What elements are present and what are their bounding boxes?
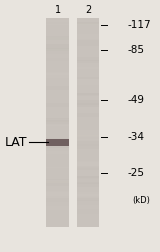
Bar <box>77 100 99 105</box>
Bar <box>46 192 69 196</box>
Text: -117: -117 <box>128 20 152 30</box>
Bar <box>46 48 69 54</box>
Bar <box>46 103 69 107</box>
Bar <box>46 143 69 147</box>
Bar <box>77 176 99 179</box>
Bar <box>46 100 69 102</box>
Bar <box>77 93 99 96</box>
Bar <box>77 176 99 178</box>
Bar <box>46 24 69 25</box>
Text: LAT: LAT <box>5 136 27 149</box>
Bar <box>46 206 69 210</box>
Bar <box>46 142 69 148</box>
Bar <box>77 163 99 168</box>
Bar <box>77 143 99 149</box>
Bar <box>46 18 69 227</box>
Bar <box>77 18 99 227</box>
Bar <box>77 24 99 25</box>
Bar <box>77 166 99 170</box>
Bar <box>46 36 69 40</box>
Bar <box>77 44 99 46</box>
Bar <box>77 113 99 117</box>
Bar <box>77 130 99 136</box>
Bar <box>77 198 99 201</box>
Bar <box>77 209 99 214</box>
Bar <box>46 50 69 54</box>
Bar <box>46 118 69 122</box>
Bar <box>77 56 99 60</box>
Bar <box>77 58 99 59</box>
Bar <box>46 167 69 168</box>
Bar <box>46 121 69 126</box>
Bar <box>46 194 69 198</box>
Bar <box>77 200 99 205</box>
Bar <box>77 100 99 106</box>
Bar <box>46 191 69 194</box>
Bar <box>46 37 69 43</box>
Bar <box>77 57 99 61</box>
Bar <box>77 144 99 146</box>
Bar <box>46 180 69 181</box>
Bar <box>46 142 69 148</box>
Bar <box>46 77 69 83</box>
Bar <box>46 48 69 51</box>
Bar <box>46 57 69 60</box>
Bar <box>77 194 99 197</box>
Bar <box>77 93 99 95</box>
Bar <box>77 135 99 137</box>
Bar <box>46 72 69 78</box>
Bar <box>46 179 69 181</box>
Bar <box>77 85 99 88</box>
Bar <box>46 86 69 90</box>
Bar <box>46 202 69 206</box>
Text: (kD): (kD) <box>132 196 150 205</box>
Bar <box>77 178 99 183</box>
Text: -25: -25 <box>128 168 145 178</box>
Bar <box>77 179 99 184</box>
Bar <box>46 48 69 51</box>
Bar <box>46 151 69 154</box>
Bar <box>46 119 69 125</box>
Bar <box>77 79 99 85</box>
Bar <box>77 139 99 140</box>
Bar <box>46 181 69 186</box>
Bar <box>46 120 69 124</box>
Text: 1: 1 <box>55 5 61 15</box>
Text: -85: -85 <box>128 45 145 55</box>
Bar <box>46 20 69 22</box>
Bar <box>46 120 69 125</box>
Bar <box>77 192 99 196</box>
Bar <box>77 141 99 143</box>
Bar <box>77 40 99 46</box>
Bar <box>77 67 99 69</box>
Bar <box>46 138 69 142</box>
Bar <box>77 23 99 27</box>
Bar <box>46 57 69 60</box>
Bar <box>46 44 69 49</box>
Bar <box>46 95 69 98</box>
Bar <box>77 109 99 113</box>
Bar <box>77 60 99 63</box>
Bar <box>77 34 99 39</box>
Bar <box>46 120 69 124</box>
Bar <box>77 161 99 167</box>
Bar <box>46 198 69 202</box>
Bar <box>77 77 99 79</box>
Bar <box>77 182 99 187</box>
Bar <box>46 180 69 183</box>
Bar <box>46 73 69 75</box>
Text: 2: 2 <box>85 5 91 15</box>
Text: -34: -34 <box>128 132 145 142</box>
Bar <box>77 103 99 107</box>
Bar <box>46 139 69 145</box>
Text: -49: -49 <box>128 94 145 105</box>
Bar <box>77 22 99 24</box>
